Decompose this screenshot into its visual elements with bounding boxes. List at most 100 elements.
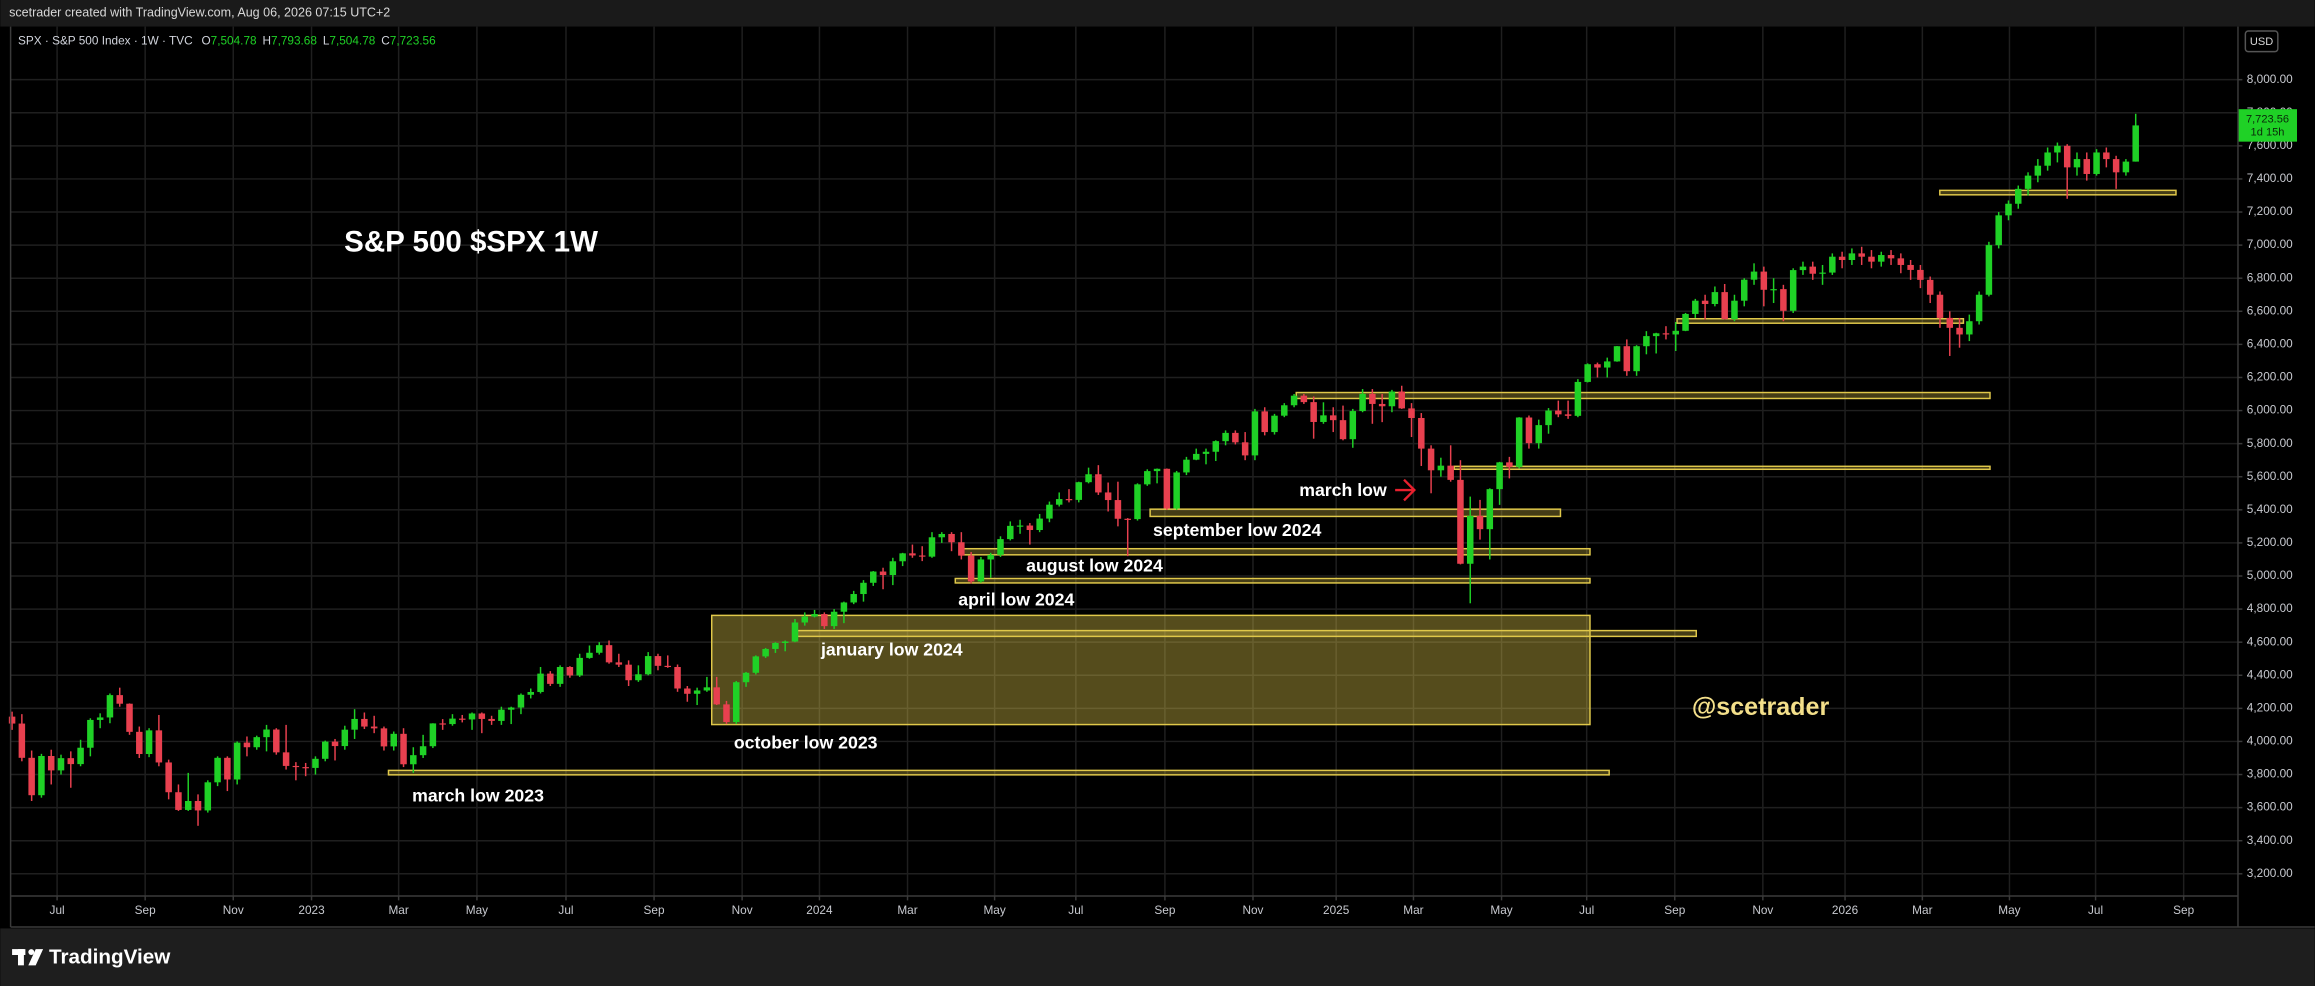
candle-body [997,539,1004,555]
candle-body [977,559,985,582]
candle-body [2122,161,2130,173]
candle-body [1104,492,1112,501]
candle-body [644,656,652,675]
symbol: SPX · S&P 500 Index · 1W · TVC [18,33,193,47]
y-tick-label: 6,000.00 [2247,403,2293,417]
x-tick-label: Jul [50,903,65,917]
candle-body [1075,482,1083,500]
candle-body [1095,474,1102,493]
x-tick-label: Sep [135,903,156,917]
candle-body [233,742,241,780]
y-tick-label: 3,800.00 [2247,767,2293,781]
candle-body [1153,468,1161,472]
y-tick-label: 3,400.00 [2247,833,2293,847]
candle-body [635,674,642,681]
x-tick-label: May [1998,903,2020,917]
zone [1295,391,1991,400]
candle-body [1359,393,1366,412]
watermark: @scetrader [1692,693,1830,721]
x-tick-label: Mar [388,903,408,917]
candle-body [1320,415,1327,422]
candle-body [1369,393,1376,404]
x-tick-label: 2023 [298,903,325,917]
candle-body [1662,333,1670,335]
candle-body [1300,395,1308,403]
candle-body [1868,256,1875,262]
candle-body [762,648,769,657]
candle-body [2073,159,2081,168]
candle-body [713,687,720,705]
candle-body [370,726,378,729]
candle-body [273,729,280,753]
y-tick-label: 5,000.00 [2247,568,2293,582]
candle-body [1349,411,1357,440]
candle-body [596,645,603,653]
candle-body [498,709,505,721]
candle-body [1466,515,1474,564]
candle-body [468,713,476,720]
x-tick-label: 2025 [1323,903,1350,917]
candle-body [1946,317,1954,328]
candle-body [1574,381,1582,416]
arrow [1395,478,1417,502]
candle-body [1271,415,1278,433]
candle-body [1995,215,2002,246]
candle-body [96,717,104,720]
candle-body [1907,264,1914,270]
annotation: october low 2023 [734,733,878,753]
candle-body [1055,499,1063,505]
candle-body [889,561,897,576]
candle-body [586,652,593,658]
candle-body [57,758,65,771]
y-tick-label: 4,600.00 [2247,634,2293,648]
candle-body [879,571,887,576]
bottom-bar [0,928,2315,986]
candle-body [811,614,818,617]
candle-body [1515,417,1523,467]
y-tick-label: 4,400.00 [2247,667,2293,681]
y-tick-label: 4,200.00 [2247,700,2293,714]
y-tick-label: 3,600.00 [2247,800,2293,814]
candle-body [1682,313,1689,331]
candle-body [1564,414,1572,416]
legend-key: C [381,33,390,47]
candle-body [1584,364,1591,382]
legend-key: O [201,33,210,47]
x-tick-label: Nov [1242,903,1263,917]
candle-body [1486,489,1494,530]
candle-body [547,673,554,684]
x-tick-label: Sep [644,903,665,917]
candle-body [742,672,750,683]
candle-body [2132,125,2139,162]
candle-body [576,657,583,676]
candle-body [1701,300,1709,305]
zone [1939,189,2177,196]
credit: scetrader created with TradingView.com, … [9,6,390,20]
candle-body [478,713,486,719]
x-tick-label: Mar [1912,903,1932,917]
candle-body [1594,364,1601,368]
candle-body [1173,472,1180,509]
logo-part [17,949,24,966]
candle-body [605,645,613,663]
candle-body [918,555,926,557]
candle-body [928,537,936,557]
candle-body [439,723,446,725]
candle-body [1378,403,1386,407]
x-tick-label: Jul [1579,903,1594,917]
candle-body [1408,408,1415,419]
candle-body [204,782,212,811]
logo-part [28,949,44,966]
candle-body [419,746,427,756]
candle-body [1789,270,1797,311]
legend-value: 7,723.56 [390,33,436,47]
candle-body [1760,271,1768,290]
logo-part [28,949,35,956]
candle-body [840,602,848,612]
candle-body [1202,451,1210,454]
candle-body [1114,500,1122,519]
x-tick-label: Sep [1154,903,1175,917]
